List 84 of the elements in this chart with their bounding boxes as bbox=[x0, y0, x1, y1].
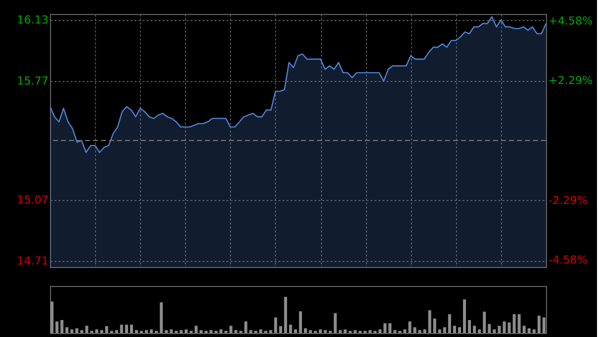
bar bbox=[472, 326, 476, 333]
bar bbox=[508, 322, 511, 333]
bar bbox=[383, 323, 386, 333]
bar bbox=[144, 330, 148, 333]
bar bbox=[120, 324, 124, 333]
bar bbox=[234, 330, 238, 333]
bar bbox=[289, 324, 292, 333]
bar bbox=[393, 330, 396, 333]
bar bbox=[125, 324, 128, 333]
bar bbox=[164, 330, 168, 333]
bar bbox=[403, 329, 406, 333]
y-tick-label: 16.13 bbox=[17, 14, 48, 27]
y-tick-label: 15.07 bbox=[17, 193, 48, 206]
bar bbox=[304, 328, 307, 333]
bar bbox=[284, 296, 288, 333]
bar bbox=[75, 328, 78, 333]
bar bbox=[443, 327, 446, 333]
bar bbox=[388, 323, 392, 333]
bar bbox=[532, 329, 536, 333]
bar bbox=[219, 329, 222, 333]
bar bbox=[229, 326, 232, 333]
bar bbox=[453, 326, 456, 333]
bar bbox=[105, 326, 108, 333]
bar bbox=[150, 329, 153, 333]
bar bbox=[294, 329, 298, 333]
bar bbox=[413, 327, 416, 333]
bar bbox=[334, 313, 337, 333]
bar bbox=[134, 330, 138, 333]
bar bbox=[344, 329, 347, 333]
bar bbox=[200, 330, 203, 333]
bar bbox=[70, 329, 74, 333]
bar bbox=[60, 320, 64, 333]
bar bbox=[210, 330, 213, 333]
bar bbox=[522, 326, 526, 333]
y2-tick-label: -2.29% bbox=[548, 194, 588, 207]
bar bbox=[100, 330, 104, 333]
bar bbox=[528, 328, 531, 333]
bar bbox=[428, 310, 432, 333]
bar bbox=[115, 330, 118, 333]
y2-tick-label: +2.29% bbox=[548, 74, 593, 88]
bar bbox=[512, 314, 516, 333]
bar bbox=[308, 330, 312, 333]
bar bbox=[378, 329, 382, 333]
y2-tick-label: -4.58% bbox=[548, 254, 588, 267]
bar bbox=[259, 329, 262, 333]
bar bbox=[55, 321, 58, 333]
bar bbox=[244, 321, 248, 333]
bar bbox=[180, 330, 183, 333]
bar bbox=[318, 329, 322, 333]
bar bbox=[279, 326, 282, 333]
bar bbox=[194, 326, 198, 333]
bar bbox=[324, 330, 327, 333]
bar bbox=[482, 312, 486, 333]
bar bbox=[95, 329, 98, 333]
bar bbox=[448, 314, 452, 333]
bar bbox=[463, 299, 466, 333]
bar bbox=[184, 329, 188, 333]
y2-tick-label: +4.58% bbox=[548, 14, 593, 28]
bar bbox=[269, 330, 272, 333]
bar bbox=[368, 330, 372, 333]
y-tick-label: 15.77 bbox=[17, 74, 48, 88]
bar bbox=[130, 324, 133, 333]
bar bbox=[85, 326, 88, 333]
bar bbox=[438, 329, 442, 333]
bar bbox=[354, 330, 357, 333]
bar bbox=[274, 317, 278, 333]
bar bbox=[458, 327, 462, 333]
bar bbox=[498, 326, 501, 333]
bar bbox=[433, 318, 436, 333]
bar bbox=[518, 314, 521, 333]
bar bbox=[65, 327, 68, 333]
bar bbox=[542, 317, 546, 333]
y-tick-label: 14.71 bbox=[17, 254, 48, 268]
bar bbox=[408, 321, 412, 333]
bar bbox=[468, 320, 471, 333]
bar bbox=[50, 302, 54, 333]
bar bbox=[538, 316, 541, 333]
bar bbox=[160, 302, 163, 333]
bar bbox=[478, 329, 481, 333]
bar bbox=[492, 329, 496, 333]
bar bbox=[298, 311, 302, 333]
bar bbox=[80, 330, 84, 333]
bar bbox=[249, 330, 252, 333]
bar bbox=[488, 324, 491, 333]
